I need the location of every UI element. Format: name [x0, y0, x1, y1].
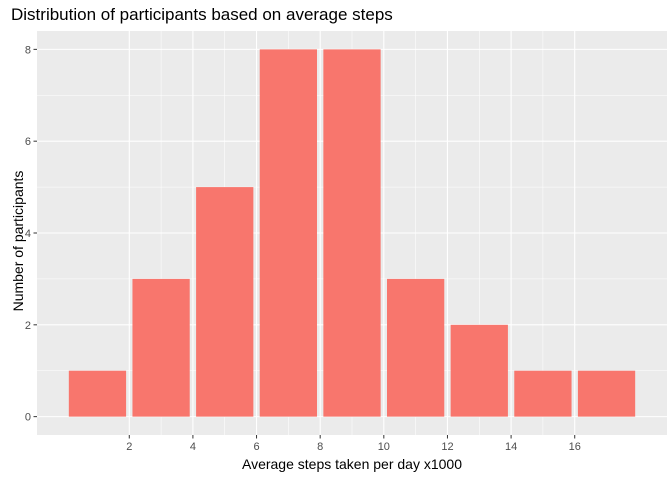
x-axis-ticks: 2 4 6 8 10 12 14 16: [126, 435, 581, 453]
chart-title: Distribution of participants based on av…: [11, 5, 393, 24]
bar: [387, 278, 445, 417]
bar: [577, 370, 636, 417]
y-axis-ticks: 0 2 4 6 8: [25, 44, 37, 424]
y-tick-label: 8: [25, 44, 31, 56]
x-tick-label: 4: [190, 441, 196, 453]
x-tick-label: 14: [505, 441, 517, 453]
x-tick-label: 6: [253, 441, 259, 453]
bar: [323, 49, 381, 417]
x-tick-label: 16: [569, 441, 581, 453]
x-tick-label: 12: [441, 441, 453, 453]
y-axis-title: Number of participants: [10, 170, 26, 312]
x-axis-title: Average steps taken per day x1000: [241, 456, 462, 472]
x-tick-label: 10: [378, 441, 390, 453]
bar: [259, 49, 317, 417]
y-tick-label: 0: [25, 412, 31, 424]
y-tick-label: 6: [25, 136, 31, 148]
y-tick-label: 4: [25, 228, 31, 240]
x-tick-label: 2: [126, 441, 132, 453]
y-tick-label: 2: [25, 320, 31, 332]
bars-group: [68, 49, 636, 417]
bar: [450, 324, 508, 417]
bar: [514, 370, 572, 417]
bar: [132, 278, 190, 417]
x-tick-label: 8: [317, 441, 323, 453]
bar: [68, 370, 127, 417]
bar: [196, 187, 254, 417]
